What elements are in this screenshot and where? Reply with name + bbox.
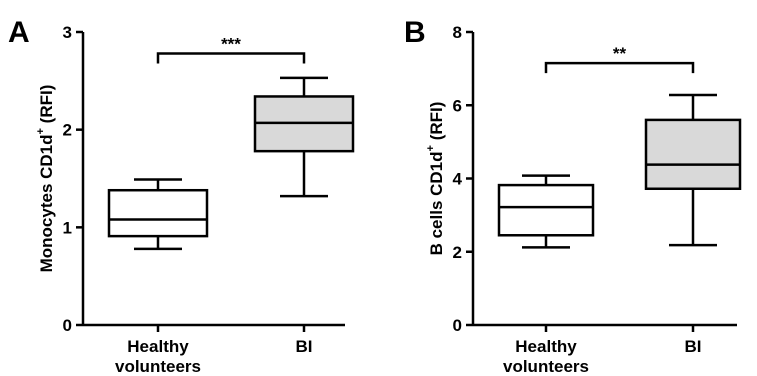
x-category-label: BI (296, 337, 313, 356)
y-tick-label: 0 (453, 316, 462, 335)
significance-bracket (544, 61, 695, 74)
y-axis-title-superscript: + (35, 128, 47, 134)
y-axis-title-suffix: (RFI) (37, 85, 56, 128)
y-tick-label: 3 (63, 23, 72, 42)
y-tick-label: 2 (63, 121, 72, 140)
y-axis-title-main: Monocytes CD1d (37, 134, 56, 272)
x-category-label: Healthy (515, 337, 577, 356)
y-tick-label: 4 (453, 170, 463, 189)
box-plot-healthy-volunteers (497, 174, 595, 249)
x-category-label: Healthy (127, 337, 189, 356)
significance-label: ** (613, 44, 627, 63)
box-plot-bi (644, 93, 742, 247)
y-axis-title-main: B cells CD1d (427, 151, 446, 255)
significance-bracket (156, 52, 306, 64)
y-tick-label: 6 (453, 96, 462, 115)
significance-label: *** (221, 34, 241, 53)
panel-letter: A (8, 16, 30, 49)
x-category-label: volunteers (115, 357, 201, 376)
iqr-box (644, 118, 742, 191)
box-plot-bi (253, 76, 355, 198)
panel-letter: B (404, 16, 426, 49)
x-category-label: volunteers (503, 357, 589, 376)
y-axis-title: B cells CD1d+ (RFI) (425, 102, 446, 256)
y-tick-label: 8 (453, 23, 462, 42)
y-tick-label: 1 (63, 218, 72, 237)
y-axis-title-superscript: + (425, 145, 437, 151)
y-axis-title: Monocytes CD1d+ (RFI) (35, 85, 56, 273)
y-tick-label: 2 (453, 243, 462, 262)
y-axis-title-suffix: (RFI) (427, 102, 446, 145)
box-plot-healthy-volunteers (107, 178, 209, 251)
iqr-box (107, 188, 209, 238)
iqr-box (497, 183, 595, 237)
y-tick-label: 0 (63, 316, 72, 335)
x-category-label: BI (685, 337, 702, 356)
